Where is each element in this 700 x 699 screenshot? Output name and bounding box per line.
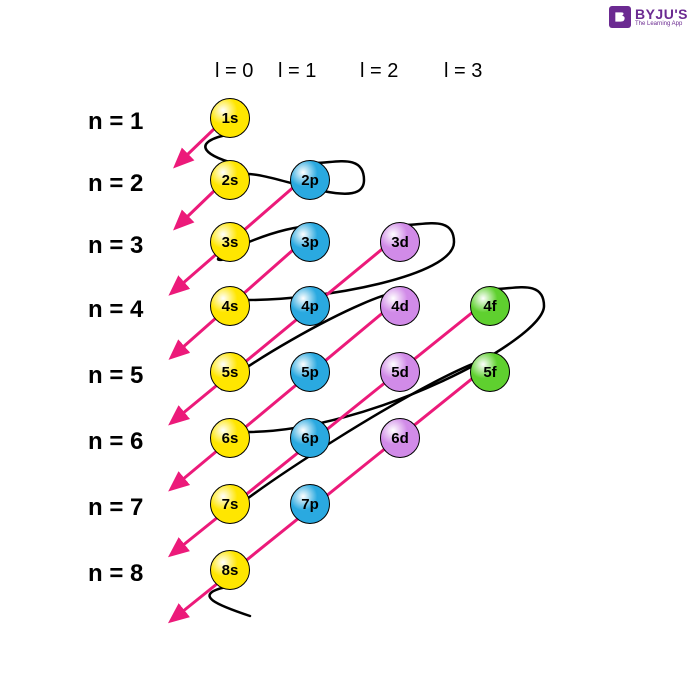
return-curve [223,357,501,522]
row-label: n = 2 [88,170,143,198]
column-label: l = 0 [215,60,253,83]
orbital-4p: 4p [290,286,330,326]
orbital-2p: 2p [290,160,330,200]
return-curve [210,587,250,616]
column-label: l = 3 [444,60,482,83]
orbital-7p: 7p [290,484,330,524]
orbital-8s: 8s [210,550,250,590]
column-label: l = 2 [360,60,398,83]
orbital-7s: 7s [210,484,250,524]
orbital-3d: 3d [380,222,420,262]
orbital-6d: 6d [380,418,420,458]
aufbau-diagram: l = 0 l = 1 l = 2 l = 3 n = 1 n = 2 n = 3 n = 4… [0,0,700,699]
diagram-paths [0,0,700,699]
orbital-6p: 6p [290,418,330,458]
orbital-2s: 2s [210,160,250,200]
orbital-4s: 4s [210,286,250,326]
orbital-4d: 4d [380,286,420,326]
orbital-1s: 1s [210,98,250,138]
row-label: n = 8 [88,560,143,588]
row-label: n = 5 [88,362,143,390]
row-label: n = 7 [88,494,143,522]
orbital-6s: 6s [210,418,250,458]
orbital-4f: 4f [470,286,510,326]
column-label: l = 1 [278,60,316,83]
row-label: n = 1 [88,108,143,136]
orbital-3p: 3p [290,222,330,262]
orbital-5s: 5s [210,352,250,392]
orbital-5f: 5f [470,352,510,392]
row-label: n = 4 [88,296,143,324]
row-label: n = 6 [88,428,143,456]
orbital-3s: 3s [210,222,250,262]
orbital-5p: 5p [290,352,330,392]
orbital-5d: 5d [380,352,420,392]
row-label: n = 3 [88,232,143,260]
